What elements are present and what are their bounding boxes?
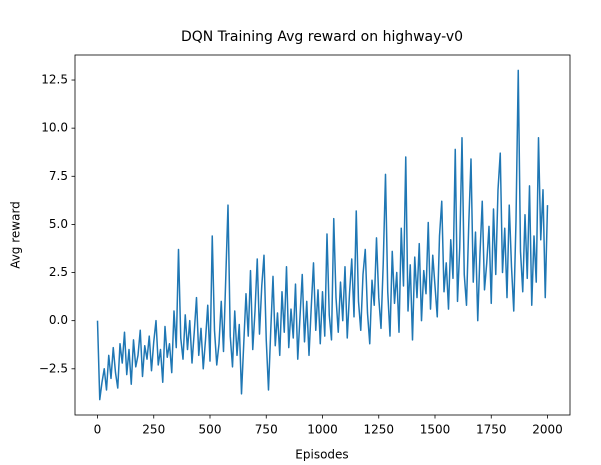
y-tick-label: 5.0 (49, 217, 68, 231)
y-tick-label: 7.5 (49, 169, 68, 183)
x-axis-label: Episodes (295, 448, 348, 462)
data-line (96, 69, 549, 401)
x-tick-label: 1500 (420, 423, 451, 437)
x-tick-label: 750 (255, 423, 278, 437)
axes-frame (74, 54, 571, 416)
y-tick-label: 10.0 (41, 121, 68, 135)
x-tick-label: 2000 (532, 423, 563, 437)
x-tick-label: 0 (94, 423, 102, 437)
y-tick-label: 12.5 (41, 73, 68, 87)
y-tick-label: 2.5 (49, 265, 68, 279)
x-tick-label: 1750 (476, 423, 507, 437)
x-tick-label: 1250 (363, 423, 394, 437)
y-tick-label: 0.0 (49, 313, 68, 327)
x-tick-label: 500 (199, 423, 222, 437)
x-tick-label: 250 (142, 423, 165, 437)
y-tick-label: −2.5 (39, 361, 68, 375)
x-tick-label: 1000 (307, 423, 338, 437)
chart-title: DQN Training Avg reward on highway-v0 (181, 29, 463, 45)
y-axis-label: Avg reward (9, 201, 23, 269)
